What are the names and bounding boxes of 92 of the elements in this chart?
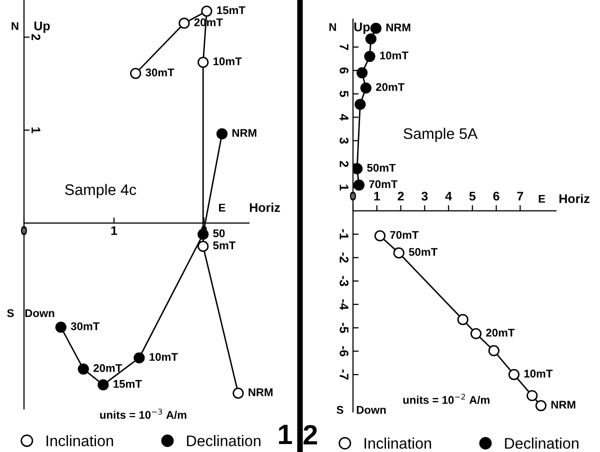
x-axis-title: Horiz (250, 202, 280, 212)
annotation: Sample 4c (65, 184, 136, 198)
annotation: 30mT (146, 68, 174, 76)
annotation: 5mT (213, 242, 236, 250)
y-tick-label: 4 (340, 114, 348, 121)
annotation: NRM (386, 24, 410, 32)
legend-label: Inclination (46, 435, 114, 446)
y-tick-label: 1 (340, 184, 348, 191)
point (488, 345, 500, 356)
point (98, 379, 109, 390)
y-tick-label: -3 (340, 276, 349, 286)
y-tick-label: 5 (340, 90, 348, 97)
annotation: Down (25, 309, 54, 318)
legend-label: Declination (505, 438, 578, 449)
annotation: E (219, 204, 226, 212)
point (198, 56, 209, 68)
point (55, 322, 66, 333)
y-tick-label: -5 (340, 322, 348, 333)
y-tick-label: -4 (340, 299, 348, 310)
point (198, 240, 209, 252)
annotation: E (538, 195, 546, 203)
text: N (329, 23, 336, 31)
point (360, 82, 372, 94)
x-tick-label: 1 (374, 192, 380, 200)
x-axis-title: Horiz (559, 194, 590, 204)
point (374, 230, 386, 242)
text: 1 (279, 424, 292, 444)
annotation: 10mT (380, 52, 408, 60)
x-tick-label: 2 (398, 192, 404, 200)
x-tick-label: 6 (493, 192, 500, 201)
point (457, 314, 468, 326)
annotation: 15mT (217, 6, 246, 14)
text: N (12, 22, 18, 30)
y-tick-label: 2 (340, 160, 349, 168)
point (526, 390, 538, 402)
point (393, 247, 404, 258)
text: S (336, 406, 344, 414)
x-tick-label: 4 (445, 192, 452, 200)
point (178, 18, 190, 29)
annotation: 15mT (114, 380, 142, 388)
point (198, 228, 209, 240)
x-tick-label: 3 (421, 192, 428, 201)
annotation: Down (356, 406, 386, 414)
annotation: 20mT (486, 328, 515, 337)
point (232, 388, 244, 399)
annotation: 20mT (376, 83, 405, 91)
y-tick-label: -2 (340, 252, 349, 263)
y-tick-label: -1 (340, 229, 348, 240)
legend-label: Declination (187, 435, 260, 446)
y-tick-label: 3 (340, 137, 349, 144)
annotation: 10mT (150, 352, 178, 361)
point (365, 33, 376, 44)
y-tick-label: -7 (340, 370, 348, 380)
annotation: 50 (213, 229, 225, 238)
point (508, 369, 520, 380)
point (470, 328, 482, 340)
annotation: NRM (551, 400, 576, 409)
legend-label: Inclination (364, 438, 432, 449)
point (356, 67, 368, 78)
y-tick-label: 6 (340, 67, 349, 74)
annotation: 20mT (94, 364, 122, 372)
text: S (7, 309, 14, 318)
point (354, 98, 366, 110)
y-tick-label: -6 (340, 346, 349, 356)
point (370, 22, 382, 34)
annotation: 50mT (408, 248, 438, 256)
point (353, 180, 365, 191)
annotation: 70mT (390, 230, 419, 239)
point (134, 352, 145, 364)
point (201, 6, 212, 17)
point (353, 163, 363, 174)
y-axis-title: Up (34, 22, 50, 33)
point (130, 68, 142, 79)
point (535, 400, 547, 412)
annotation: 10mT (214, 57, 242, 66)
annotation: Sample 5A (404, 128, 478, 142)
x-tick-label: 7 (517, 192, 524, 200)
text: 2 (304, 424, 317, 444)
y-axis-title: Up (354, 22, 370, 34)
x-tick-label: 5 (469, 192, 476, 201)
annotation: 10mT (524, 370, 553, 378)
annotation: 70mT (369, 180, 398, 188)
annotation: 50mT (367, 164, 396, 172)
point (78, 363, 89, 375)
annotation: NRM (248, 388, 272, 396)
point (216, 128, 228, 140)
annotation: 30mT (70, 322, 100, 330)
annotation: units = 10$^{−2}$ A/m (403, 394, 490, 404)
y-tick-label: 7 (340, 44, 348, 50)
point (364, 50, 376, 62)
annotation: NRM (232, 129, 256, 137)
annotation: units = 10$^{−3}$ A/m (100, 408, 186, 419)
